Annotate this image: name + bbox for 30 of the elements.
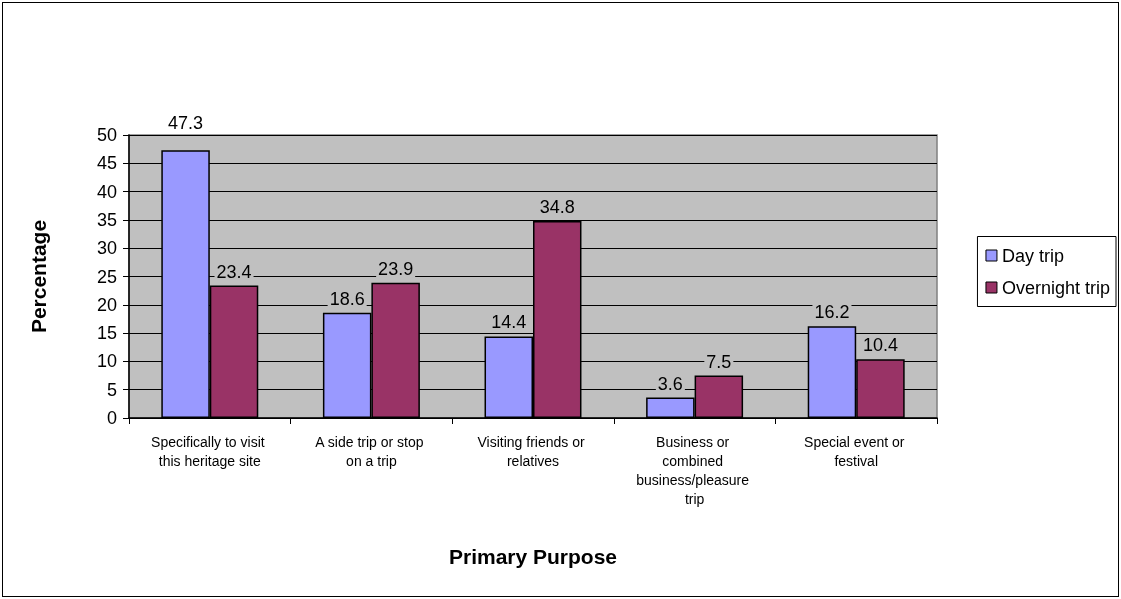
y-tick-label: 40 [96, 181, 117, 202]
data-label: 34.8 [539, 197, 575, 218]
y-axis-title: Percentage [27, 219, 50, 334]
data-label: 3.6 [657, 373, 683, 394]
y-tick-label: 10 [96, 351, 117, 372]
data-label: 47.3 [168, 113, 204, 133]
data-label: 16.2 [814, 302, 850, 323]
y-tick-label: 25 [96, 266, 117, 287]
data-label: 18.6 [329, 288, 365, 309]
data-label: 7.5 [706, 351, 732, 372]
y-tick-label: 5 [106, 379, 117, 400]
y-tick-label: 15 [96, 323, 117, 344]
y-tick-label: 30 [96, 238, 117, 259]
y-tick-label: 50 [96, 125, 117, 145]
y-tick-label: 0 [106, 408, 117, 428]
data-label: 23.4 [216, 261, 252, 282]
y-tick-label: 35 [96, 209, 117, 230]
x-tick-label: Specifically to visit this heritage site [151, 433, 269, 469]
y-tick-label: 20 [96, 294, 117, 315]
data-label: 23.9 [378, 258, 414, 279]
x-tick-label: Special event or festival [804, 433, 909, 469]
x-tick-label: Business or combined business/pleasure trip [636, 433, 753, 507]
y-tick-label: 45 [96, 153, 117, 174]
x-axis-title: Primary Purpose [448, 545, 618, 568]
x-tick-label: A side trip or stop on a trip [315, 433, 428, 469]
x-tick-label: Visiting friends or relatives [477, 433, 589, 469]
data-label: 10.4 [862, 335, 898, 356]
legend-label: Day trip [1001, 245, 1064, 266]
legend-label: Overnight trip [1001, 277, 1110, 298]
data-label: 14.4 [491, 312, 527, 333]
